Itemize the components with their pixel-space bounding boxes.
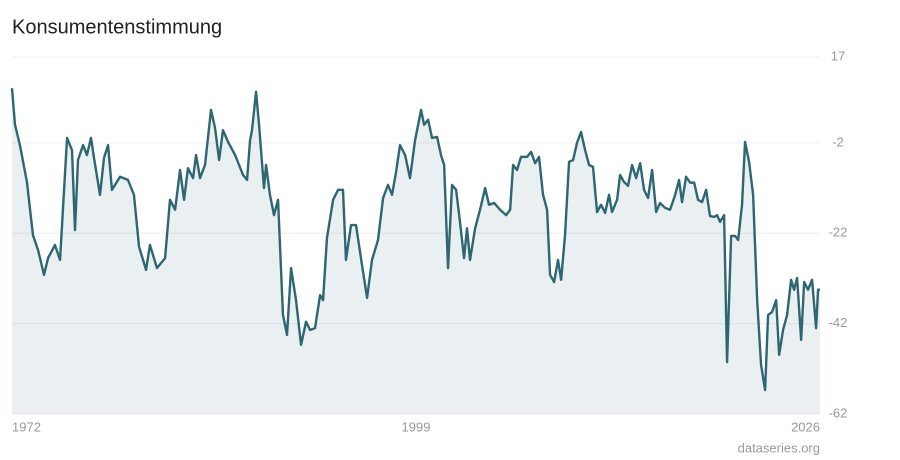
y-tick-label: 17 (831, 48, 845, 63)
y-tick-label: -2 (832, 134, 844, 149)
y-tick-label: -62 (829, 405, 848, 420)
x-tick-label: 2026 (791, 419, 820, 434)
chart-title: Konsumentenstimmung (12, 16, 222, 38)
area-fill (12, 88, 820, 415)
data-line (10, 88, 820, 392)
source-label: dataseries.org (738, 440, 820, 455)
x-tick-label: 1972 (12, 419, 41, 434)
x-tick-label: 1999 (402, 419, 431, 434)
y-tick-label: -22 (829, 225, 848, 240)
y-tick-label: -42 (829, 315, 848, 330)
